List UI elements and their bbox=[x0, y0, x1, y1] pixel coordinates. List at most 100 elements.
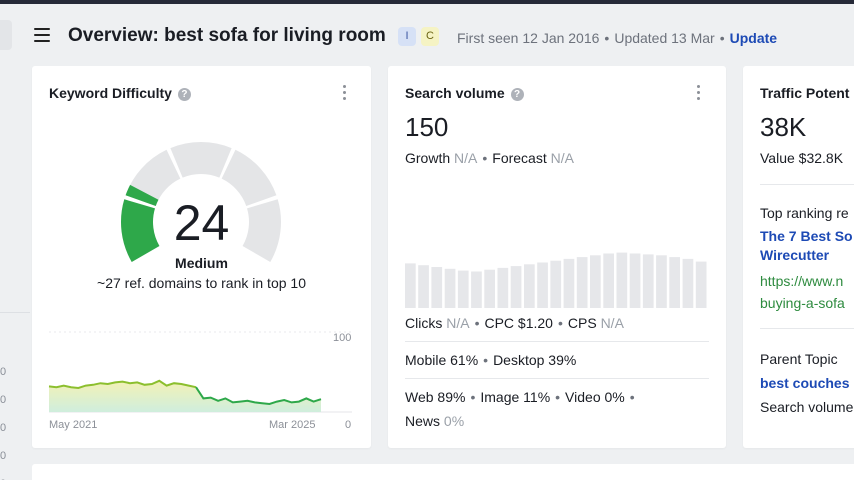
traffic-value: Value $32.8K bbox=[760, 150, 844, 166]
trend-line-medium bbox=[48, 379, 197, 390]
difficulty-description: ~27 ref. domains to rank in top 10 bbox=[97, 275, 306, 291]
header-meta: First seen 12 Jan 2016 • Updated 13 Mar • Up… bbox=[457, 30, 778, 46]
difficulty-score: 24 bbox=[173, 195, 230, 251]
keyword-difficulty-title: Keyword Difficulty? bbox=[49, 85, 191, 101]
desktop-share: Desktop 39% bbox=[493, 352, 577, 368]
device-row: Mobile 61% • Desktop 39% bbox=[405, 352, 577, 368]
left-tick: 0 bbox=[0, 394, 7, 406]
top-result-url-link-line2[interactable]: buying-a-sofa bbox=[760, 295, 845, 311]
intent-badge-commercial[interactable]: C bbox=[421, 27, 439, 46]
trend-line-easy bbox=[195, 386, 322, 406]
divider bbox=[760, 328, 854, 329]
update-link[interactable]: Update bbox=[729, 30, 778, 46]
top-result-title-link[interactable]: The 7 Best So bbox=[760, 228, 853, 244]
forecast-value: N/A bbox=[550, 150, 574, 166]
left-tick: 0 bbox=[0, 366, 7, 378]
volume-bar bbox=[537, 262, 548, 308]
left-panel-divider bbox=[0, 312, 30, 313]
volume-bar bbox=[656, 255, 667, 308]
search-volume-title: Search volume? bbox=[405, 85, 524, 101]
left-panel-axis: 0 0 0 0 0 bbox=[0, 358, 10, 480]
growth-value: N/A bbox=[454, 150, 478, 166]
gauge-segment bbox=[170, 142, 232, 178]
top-result-title-link-line2[interactable]: Wirecutter bbox=[760, 247, 830, 263]
parent-topic-search-volume-label: Search volume bbox=[760, 399, 854, 415]
trend-y-min-label: 0 bbox=[345, 419, 352, 431]
traffic-potential-value: 38K bbox=[760, 112, 807, 142]
volume-bar bbox=[603, 253, 614, 308]
hamburger-menu-icon[interactable] bbox=[34, 28, 50, 42]
parent-topic-link[interactable]: best couches bbox=[760, 375, 850, 391]
gauge-segment bbox=[242, 199, 281, 262]
divider bbox=[405, 341, 709, 342]
volume-bar bbox=[431, 267, 443, 308]
left-tick: 0 bbox=[0, 422, 7, 434]
trend-y-max-label: 100 bbox=[333, 332, 352, 344]
search-volume-value: 150 bbox=[405, 112, 449, 142]
volume-bar bbox=[590, 255, 601, 308]
traffic-potential-card: Traffic Potent 38K Value $32.8K Top rank… bbox=[743, 66, 854, 448]
volume-bar bbox=[576, 257, 588, 308]
web-share: Web 89% bbox=[405, 389, 466, 405]
volume-bar bbox=[563, 258, 575, 308]
search-volume-card: Search volume? 150 Growth N/A • Forecast N… bbox=[388, 66, 726, 448]
question-mark-icon[interactable]: ? bbox=[177, 88, 191, 101]
kebab-menu-icon[interactable] bbox=[341, 85, 347, 101]
gauge-fill bbox=[121, 199, 160, 262]
volume-bar bbox=[616, 252, 628, 308]
page-header: Overview: best sofa for living room I C … bbox=[0, 18, 854, 56]
keyword-difficulty-title-text: Keyword Difficulty bbox=[49, 85, 172, 101]
intent-badge-informational[interactable]: I bbox=[398, 27, 416, 46]
page-title: Overview: best sofa for living room bbox=[68, 25, 386, 46]
traffic-potential-title: Traffic Potent bbox=[760, 85, 850, 101]
volume-bar bbox=[510, 266, 522, 308]
forecast-label: Forecast bbox=[492, 150, 547, 166]
clicks-label: Clicks bbox=[405, 315, 443, 331]
volume-bar bbox=[642, 254, 654, 308]
left-tick: 0 bbox=[0, 470, 10, 480]
clicks-value: N/A bbox=[446, 315, 470, 331]
mobile-share: Mobile 61% bbox=[405, 352, 479, 368]
volume-bar bbox=[418, 265, 429, 308]
cps-label: CPS bbox=[567, 315, 597, 331]
news-value: 0% bbox=[443, 413, 465, 429]
difficulty-trend-chart bbox=[48, 331, 352, 413]
volume-bar bbox=[550, 260, 562, 308]
trend-x-end-label: Mar 2025 bbox=[269, 419, 316, 431]
video-share: Video 0% bbox=[565, 389, 625, 405]
growth-forecast-row: Growth N/A • Forecast N/A bbox=[405, 150, 574, 166]
image-share: Image 11% bbox=[480, 389, 551, 405]
difficulty-label: Medium bbox=[175, 255, 228, 271]
news-row: News 0% bbox=[405, 413, 464, 429]
top-ranking-label: Top ranking re bbox=[760, 205, 849, 221]
news-label: News bbox=[405, 413, 441, 429]
updated-date: Updated 13 Mar bbox=[614, 30, 715, 46]
gauge-segment bbox=[221, 149, 277, 206]
volume-bar bbox=[457, 270, 469, 308]
volume-bar bbox=[471, 271, 482, 308]
parent-topic-label: Parent Topic bbox=[760, 351, 838, 367]
volume-bar bbox=[484, 269, 495, 308]
divider bbox=[760, 184, 854, 185]
cps-value: N/A bbox=[600, 315, 624, 331]
search-volume-bar-chart[interactable] bbox=[388, 178, 726, 308]
left-panel-tab[interactable] bbox=[0, 20, 12, 50]
volume-bar bbox=[695, 261, 707, 308]
gauge-fill bbox=[125, 184, 159, 206]
volume-bar bbox=[682, 258, 694, 308]
volume-bar bbox=[444, 268, 456, 308]
next-section-card bbox=[32, 464, 854, 480]
search-volume-title-text: Search volume bbox=[405, 85, 505, 101]
kebab-menu-icon[interactable] bbox=[695, 85, 701, 101]
divider bbox=[405, 378, 709, 379]
top-result-url-link[interactable]: https://www.n bbox=[760, 273, 844, 289]
difficulty-gauge bbox=[121, 142, 281, 262]
question-mark-icon[interactable]: ? bbox=[510, 88, 524, 101]
volume-bar bbox=[629, 253, 641, 308]
volume-bar bbox=[669, 257, 680, 308]
volume-bar bbox=[524, 264, 535, 308]
clicks-cpc-row: Clicks N/A • CPC $1.20 • CPS N/A bbox=[405, 315, 624, 331]
trend-x-start-label: May 2021 bbox=[49, 419, 98, 431]
top-accent-bar bbox=[0, 0, 854, 4]
first-seen-date: First seen 12 Jan 2016 bbox=[457, 30, 600, 46]
